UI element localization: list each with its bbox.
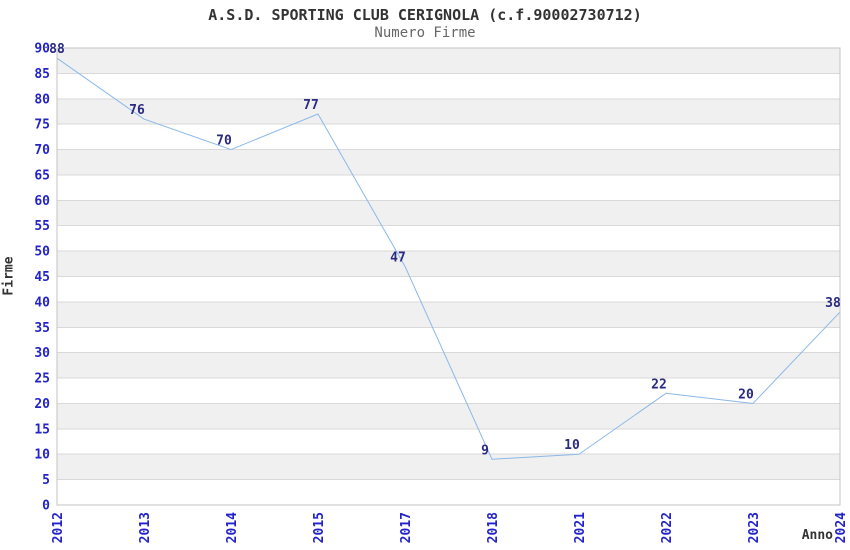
data-point-label: 88 xyxy=(49,42,65,57)
x-tick-label: 2012 xyxy=(51,512,66,543)
x-tick-label: 2024 xyxy=(834,512,849,543)
data-point-label: 47 xyxy=(390,250,406,265)
y-tick-label: 40 xyxy=(34,295,50,310)
y-tick-label: 10 xyxy=(34,448,50,463)
y-tick-label: 45 xyxy=(34,270,50,285)
grid-band xyxy=(57,403,840,429)
data-point-label: 20 xyxy=(738,387,754,402)
x-tick-label: 2021 xyxy=(573,512,588,543)
y-tick-label: 50 xyxy=(34,245,50,260)
y-tick-label: 65 xyxy=(34,168,50,183)
plot-border xyxy=(56,47,841,506)
series-line xyxy=(56,57,841,460)
y-tick-label: 0 xyxy=(42,499,50,514)
y-tick-label: 20 xyxy=(34,397,50,412)
grid-band xyxy=(57,48,840,74)
y-tick-label: 70 xyxy=(34,143,50,158)
data-point-label: 70 xyxy=(216,134,232,149)
x-tick-label: 2022 xyxy=(660,512,675,543)
y-tick-label: 25 xyxy=(34,372,50,387)
data-point-label: 76 xyxy=(129,103,145,118)
x-tick-label: 2014 xyxy=(225,512,240,543)
y-tick-label: 85 xyxy=(34,67,50,82)
data-point-label: 38 xyxy=(825,296,841,311)
y-tick-label: 30 xyxy=(34,346,50,361)
grid-band xyxy=(57,98,840,125)
data-point-label: 22 xyxy=(651,377,667,392)
grid-band xyxy=(57,251,840,277)
chart-subtitle: Numero Firme xyxy=(374,25,476,41)
grid-band xyxy=(57,454,840,480)
x-tick-label: 2023 xyxy=(747,512,762,543)
data-point-label: 77 xyxy=(303,98,319,113)
data-point-label: 9 xyxy=(481,443,489,458)
grid-band xyxy=(57,149,840,175)
x-tick-label: 2013 xyxy=(138,512,153,543)
y-tick-label: 80 xyxy=(34,92,50,107)
y-tick-label: 55 xyxy=(34,219,50,234)
data-point-label: 10 xyxy=(564,438,580,453)
y-tick-label: 35 xyxy=(34,321,50,336)
y-tick-label: 90 xyxy=(34,42,50,57)
y-tick-label: 60 xyxy=(34,194,50,209)
x-tick-label: 2018 xyxy=(486,512,501,543)
grid-band xyxy=(57,352,840,379)
y-tick-label: 15 xyxy=(34,422,50,437)
y-tick-label: 5 xyxy=(42,473,50,488)
grid-band xyxy=(57,301,840,328)
grid-band xyxy=(57,200,840,226)
x-axis-title: Anno xyxy=(801,528,833,543)
y-tick-label: 75 xyxy=(34,118,50,133)
x-tick-label: 2017 xyxy=(399,512,414,543)
chart-title: A.S.D. SPORTING CLUB CERIGNOLA (c.f.9000… xyxy=(208,6,642,24)
x-tick-label: 2015 xyxy=(312,512,327,543)
